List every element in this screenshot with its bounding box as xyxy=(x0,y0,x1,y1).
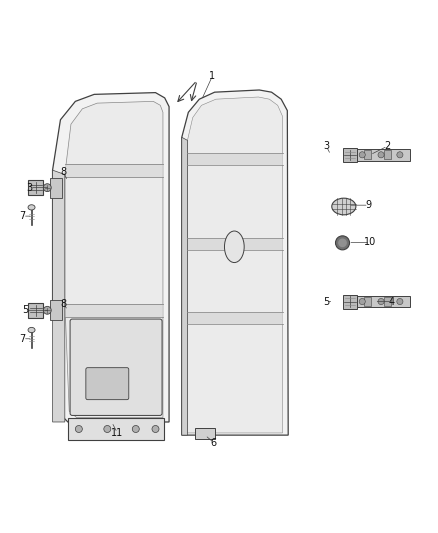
Polygon shape xyxy=(187,97,283,433)
FancyBboxPatch shape xyxy=(195,427,215,439)
Text: 10: 10 xyxy=(364,237,376,247)
Circle shape xyxy=(104,425,111,432)
FancyBboxPatch shape xyxy=(384,297,391,306)
Circle shape xyxy=(336,236,350,250)
FancyBboxPatch shape xyxy=(364,150,371,159)
Text: 7: 7 xyxy=(20,211,26,221)
Text: 5: 5 xyxy=(323,296,329,306)
Text: 3: 3 xyxy=(323,141,329,151)
FancyBboxPatch shape xyxy=(50,177,62,198)
Circle shape xyxy=(378,152,384,158)
Text: 6: 6 xyxy=(211,438,217,448)
Circle shape xyxy=(397,298,403,304)
Polygon shape xyxy=(182,138,187,435)
FancyBboxPatch shape xyxy=(343,148,357,162)
Polygon shape xyxy=(182,90,288,435)
Polygon shape xyxy=(53,93,169,422)
FancyBboxPatch shape xyxy=(68,418,164,440)
FancyBboxPatch shape xyxy=(28,180,43,195)
Polygon shape xyxy=(53,170,65,422)
Ellipse shape xyxy=(225,231,244,263)
Text: 8: 8 xyxy=(60,167,67,177)
Circle shape xyxy=(397,152,403,158)
Circle shape xyxy=(43,306,51,314)
Circle shape xyxy=(338,238,347,247)
Circle shape xyxy=(359,152,365,158)
Circle shape xyxy=(43,184,51,191)
Circle shape xyxy=(132,425,139,432)
FancyBboxPatch shape xyxy=(50,300,62,320)
FancyBboxPatch shape xyxy=(86,368,129,400)
Text: 11: 11 xyxy=(111,428,124,438)
Text: 9: 9 xyxy=(366,200,372,210)
Text: 8: 8 xyxy=(60,298,67,309)
Circle shape xyxy=(378,298,384,304)
FancyBboxPatch shape xyxy=(357,296,410,308)
Circle shape xyxy=(359,298,365,304)
FancyBboxPatch shape xyxy=(343,295,357,309)
Ellipse shape xyxy=(28,205,35,210)
Ellipse shape xyxy=(332,198,356,215)
Text: 5: 5 xyxy=(22,305,28,316)
Circle shape xyxy=(152,425,159,432)
Text: 7: 7 xyxy=(20,334,26,344)
Text: 1: 1 xyxy=(209,71,215,81)
Text: 3: 3 xyxy=(27,183,33,192)
FancyBboxPatch shape xyxy=(357,149,410,161)
Text: 4: 4 xyxy=(389,296,395,306)
FancyBboxPatch shape xyxy=(384,150,391,159)
Ellipse shape xyxy=(28,327,35,333)
FancyBboxPatch shape xyxy=(28,303,43,318)
Text: 2: 2 xyxy=(385,141,391,151)
FancyBboxPatch shape xyxy=(70,319,162,415)
FancyBboxPatch shape xyxy=(364,297,371,306)
Polygon shape xyxy=(65,101,163,418)
Circle shape xyxy=(75,425,82,432)
